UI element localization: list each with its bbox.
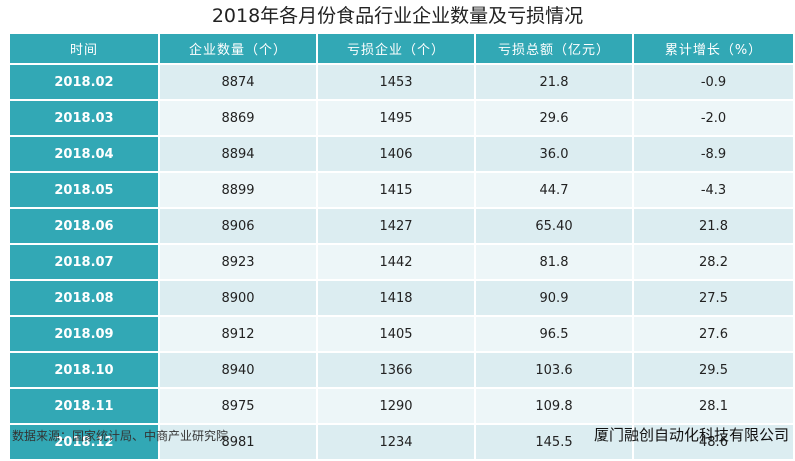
table-row: 2018.07 8923 1442 81.8 28.2 bbox=[8, 243, 795, 281]
cell-time: 2018.07 bbox=[8, 243, 160, 281]
table-row: 2018.02 8874 1453 21.8 -0.9 bbox=[8, 63, 795, 101]
header-enterprise-count: 企业数量（个） bbox=[158, 32, 318, 65]
cell-enterprise-count: 8869 bbox=[158, 99, 318, 137]
cell-time: 2018.05 bbox=[8, 171, 160, 209]
cell-time: 2018.09 bbox=[8, 315, 160, 353]
cell-cumulative-growth: 28.1 bbox=[632, 387, 795, 425]
cell-cumulative-growth: -4.3 bbox=[632, 171, 795, 209]
header-row: 时间 企业数量（个） 亏损企业（个） 亏损总额（亿元） 累计增长（%） bbox=[8, 32, 795, 65]
cell-total-loss: 90.9 bbox=[474, 279, 634, 317]
cell-enterprise-count: 8975 bbox=[158, 387, 318, 425]
cell-loss-enterprises: 1418 bbox=[316, 279, 476, 317]
cell-loss-enterprises: 1366 bbox=[316, 351, 476, 389]
data-source: 数据来源：国家统计局、中商产业研究院 bbox=[12, 429, 229, 443]
table-title: 2018年各月份食品行业企业数量及亏损情况 bbox=[211, 5, 584, 27]
cell-time: 2018.10 bbox=[8, 351, 160, 389]
cell-total-loss: 65.40 bbox=[474, 207, 634, 245]
cell-time: 2018.04 bbox=[8, 135, 160, 173]
cell-total-loss: 81.8 bbox=[474, 243, 634, 281]
cell-loss-enterprises: 1405 bbox=[316, 315, 476, 353]
cell-enterprise-count: 8900 bbox=[158, 279, 318, 317]
cell-total-loss: 44.7 bbox=[474, 171, 634, 209]
header-time: 时间 bbox=[8, 32, 160, 65]
table-row: 2018.06 8906 1427 65.40 21.8 bbox=[8, 207, 795, 245]
cell-enterprise-count: 8940 bbox=[158, 351, 318, 389]
cell-time: 2018.02 bbox=[8, 63, 160, 101]
cell-enterprise-count: 8923 bbox=[158, 243, 318, 281]
cell-total-loss: 29.6 bbox=[474, 99, 634, 137]
table-row: 2018.03 8869 1495 29.6 -2.0 bbox=[8, 99, 795, 137]
cell-total-loss: 103.6 bbox=[474, 351, 634, 389]
cell-cumulative-growth: 27.5 bbox=[632, 279, 795, 317]
footer: 数据来源：国家统计局、中商产业研究院 厦门融创自动化科技有限公司 bbox=[0, 424, 795, 446]
cell-loss-enterprises: 1427 bbox=[316, 207, 476, 245]
header-total-loss: 亏损总额（亿元） bbox=[474, 32, 634, 65]
cell-loss-enterprises: 1406 bbox=[316, 135, 476, 173]
table-row: 2018.05 8899 1415 44.7 -4.3 bbox=[8, 171, 795, 209]
header-cumulative-growth: 累计增长（%） bbox=[632, 32, 795, 65]
cell-loss-enterprises: 1290 bbox=[316, 387, 476, 425]
cell-time: 2018.03 bbox=[8, 99, 160, 137]
cell-enterprise-count: 8906 bbox=[158, 207, 318, 245]
cell-cumulative-growth: 28.2 bbox=[632, 243, 795, 281]
cell-total-loss: 36.0 bbox=[474, 135, 634, 173]
cell-total-loss: 109.8 bbox=[474, 387, 634, 425]
cell-time: 2018.11 bbox=[8, 387, 160, 425]
cell-cumulative-growth: 29.5 bbox=[632, 351, 795, 389]
cell-cumulative-growth: -0.9 bbox=[632, 63, 795, 101]
cell-cumulative-growth: 27.6 bbox=[632, 315, 795, 353]
cell-total-loss: 21.8 bbox=[474, 63, 634, 101]
cell-loss-enterprises: 1442 bbox=[316, 243, 476, 281]
cell-cumulative-growth: -2.0 bbox=[632, 99, 795, 137]
table-row: 2018.04 8894 1406 36.0 -8.9 bbox=[8, 135, 795, 173]
cell-time: 2018.06 bbox=[8, 207, 160, 245]
cell-loss-enterprises: 1453 bbox=[316, 63, 476, 101]
header-loss-enterprises: 亏损企业（个） bbox=[316, 32, 476, 65]
cell-cumulative-growth: 21.8 bbox=[632, 207, 795, 245]
cell-cumulative-growth: -8.9 bbox=[632, 135, 795, 173]
table-row: 2018.11 8975 1290 109.8 28.1 bbox=[8, 387, 795, 425]
data-table: 时间 企业数量（个） 亏损企业（个） 亏损总额（亿元） 累计增长（%） 2018… bbox=[8, 32, 795, 461]
cell-time: 2018.08 bbox=[8, 279, 160, 317]
cell-enterprise-count: 8899 bbox=[158, 171, 318, 209]
cell-loss-enterprises: 1415 bbox=[316, 171, 476, 209]
cell-total-loss: 96.5 bbox=[474, 315, 634, 353]
cell-loss-enterprises: 1495 bbox=[316, 99, 476, 137]
cell-enterprise-count: 8874 bbox=[158, 63, 318, 101]
table-row: 2018.09 8912 1405 96.5 27.6 bbox=[8, 315, 795, 353]
table-row: 2018.08 8900 1418 90.9 27.5 bbox=[8, 279, 795, 317]
table-row: 2018.10 8940 1366 103.6 29.5 bbox=[8, 351, 795, 389]
company-name: 厦门融创自动化科技有限公司 bbox=[593, 426, 789, 444]
cell-enterprise-count: 8894 bbox=[158, 135, 318, 173]
cell-enterprise-count: 8912 bbox=[158, 315, 318, 353]
